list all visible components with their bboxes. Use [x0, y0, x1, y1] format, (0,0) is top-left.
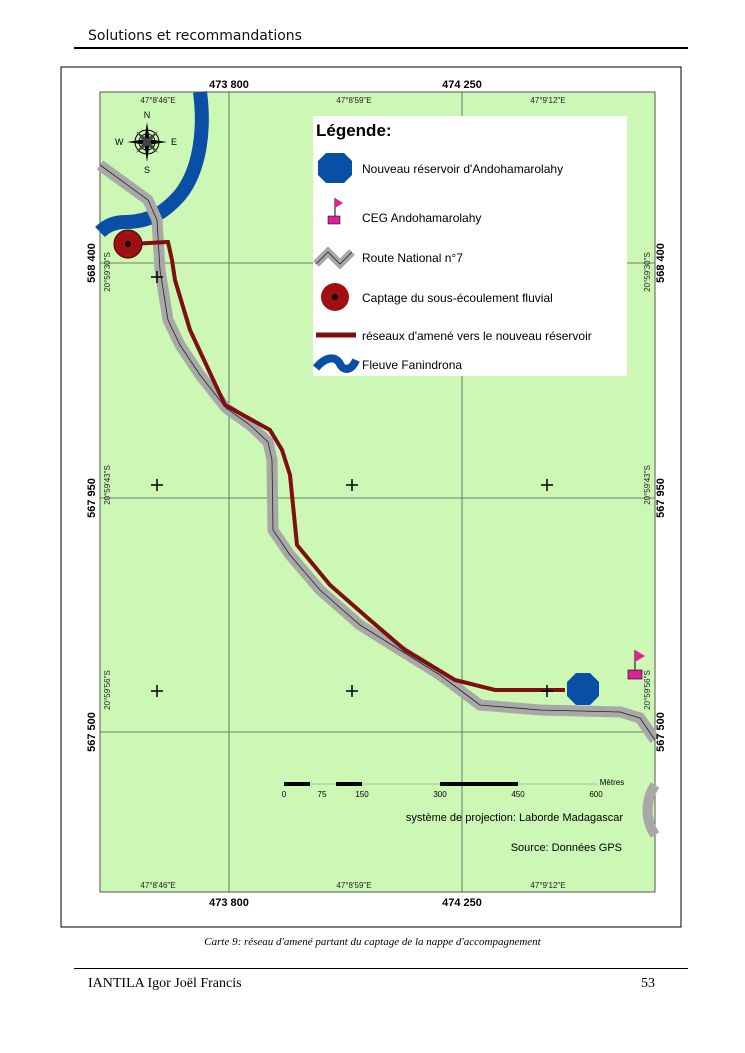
northing-label: 567 500: [655, 712, 667, 752]
longitude-label: 47°8'59"E: [336, 96, 371, 105]
northing-label: 568 400: [655, 243, 667, 283]
latitude-label: 20°59'56"S: [103, 670, 112, 710]
compass-s: S: [144, 165, 150, 175]
page-number: 53: [641, 976, 655, 991]
footer-rule: [74, 968, 688, 969]
road-rn7: [96, 160, 660, 838]
legend: Légende: Nouveau réservoir d'Andohamarol…: [312, 116, 627, 376]
scale-unit: Mètres: [600, 778, 624, 787]
scale-bar: 0 75 150 300 450 600 Mètres: [282, 778, 624, 799]
latitude-label: 20°59'30"S: [643, 252, 652, 292]
longitude-label: 47°9'12"E: [530, 96, 565, 105]
compass-rose: N S E W: [115, 110, 177, 175]
easting-label: 473 800: [209, 79, 249, 91]
easting-label: 473 800: [209, 897, 249, 909]
compass-n: N: [144, 110, 151, 120]
longitude-label: 47°8'59"E: [336, 881, 371, 890]
longitude-label: 47°8'46"E: [140, 881, 175, 890]
running-header: Solutions et recommandations: [88, 28, 302, 44]
northing-label: 567 950: [86, 478, 98, 518]
northing-label: 567 950: [655, 478, 667, 518]
scale-tick: 600: [589, 790, 603, 799]
scale-tick: 150: [355, 790, 369, 799]
grid-crosses: [151, 271, 553, 697]
longitude-label: 47°8'46"E: [140, 96, 175, 105]
footer-author: IANTILA Igor Joël Francis: [88, 976, 242, 991]
legend-item: Fleuve Fanindrona: [362, 358, 462, 372]
captage-marker: [113, 229, 143, 259]
scale-tick: 75: [318, 790, 327, 799]
scale-tick: 450: [511, 790, 525, 799]
northing-label: 568 400: [86, 243, 98, 283]
scale-tick: 0: [282, 790, 287, 799]
figure-caption: Carte 9: réseau d'amené partant du capta…: [204, 936, 541, 948]
latitude-label: 20°59'43"S: [103, 465, 112, 505]
latitude-label: 20°59'43"S: [643, 465, 652, 505]
ceg-flag-marker: [627, 650, 645, 680]
easting-label: 474 250: [442, 79, 482, 91]
northing-label: 567 500: [86, 712, 98, 752]
legend-item: Captage du sous-écoulement fluvial: [362, 291, 553, 305]
latitude-label: 20°59'56"S: [643, 670, 652, 710]
projection-note: système de projection: Laborde Madagasca…: [406, 812, 623, 824]
header-rule: [74, 47, 688, 49]
pipe-network: [129, 239, 565, 692]
legend-item: Route National n°7: [362, 251, 463, 265]
source-note: Source: Données GPS: [511, 842, 622, 854]
legend-item: Nouveau réservoir d'Andohamarolahy: [362, 162, 563, 176]
latitude-label: 20°59'30"S: [103, 252, 112, 292]
scale-tick: 300: [433, 790, 447, 799]
river: [95, 91, 209, 238]
easting-label: 474 250: [442, 897, 482, 909]
legend-item: réseaux d'amené vers le nouveau réservoi…: [362, 329, 592, 343]
longitude-label: 47°9'12"E: [530, 881, 565, 890]
legend-title: Légende:: [316, 121, 392, 140]
compass-e: E: [171, 137, 177, 147]
legend-item: CEG Andohamarolahy: [362, 211, 481, 225]
reservoir-marker: [567, 673, 599, 705]
compass-w: W: [115, 137, 124, 147]
